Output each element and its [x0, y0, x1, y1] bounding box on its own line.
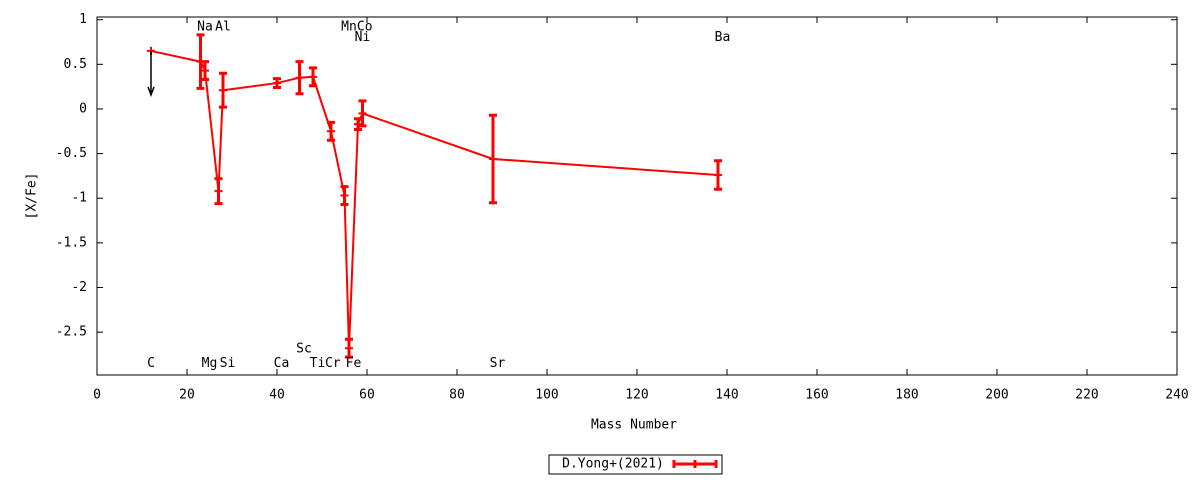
- x-tick-label: 200: [985, 388, 1008, 403]
- legend-swatch: [672, 460, 718, 468]
- point: [327, 127, 335, 136]
- element-label: Fe: [346, 356, 362, 371]
- element-label: Mn: [341, 19, 357, 34]
- element-label: Ni: [355, 30, 371, 45]
- point: [358, 109, 367, 118]
- x-tick-label: 220: [1075, 388, 1098, 403]
- x-tick-label: 160: [805, 388, 828, 403]
- element-label: Al: [215, 19, 231, 34]
- point: [214, 187, 223, 196]
- y-tick-label: -1.5: [56, 235, 87, 250]
- point: [489, 154, 497, 163]
- series-line: [150, 49, 719, 349]
- legend-box: [548, 454, 723, 475]
- x-tick-label: 180: [895, 388, 918, 403]
- point: [714, 171, 722, 180]
- element-label: Mg: [202, 356, 218, 371]
- x-tick-label: 20: [179, 388, 195, 403]
- x-tick-label: 40: [269, 388, 285, 403]
- element-label: Co: [357, 19, 373, 34]
- point: [219, 86, 227, 95]
- x-tick-label: 0: [93, 388, 101, 403]
- x-axis-label: Mass Number: [591, 418, 677, 433]
- x-tick-label: 120: [625, 388, 648, 403]
- plot-frame: [96, 16, 1178, 376]
- element-label: C: [147, 356, 155, 371]
- element-label: Ca: [274, 356, 290, 371]
- x-tick-label: 60: [359, 388, 375, 403]
- element-label: Ba: [715, 30, 731, 45]
- element-label: Sc: [296, 342, 312, 357]
- y-tick-label: -2.5: [56, 325, 87, 340]
- element-label: Cr: [325, 356, 341, 371]
- point: [201, 66, 209, 75]
- x-tick-label: 140: [715, 388, 738, 403]
- element-label: Ti: [310, 356, 326, 371]
- point: [295, 73, 304, 82]
- y-tick-label: -2: [71, 280, 87, 295]
- element-label: Sr: [490, 356, 506, 371]
- upper-limit-arrow: [147, 50, 155, 98]
- y-axis-label: [X/Fe]: [25, 173, 40, 220]
- y-tick-label: 0: [79, 101, 87, 116]
- point: [340, 191, 349, 200]
- point: [345, 344, 353, 353]
- x-tick-label: 100: [535, 388, 558, 403]
- legend-label: D.Yong+(2021): [562, 457, 664, 472]
- x-tick-label: 240: [1165, 388, 1188, 403]
- x-tick-label: 80: [449, 388, 465, 403]
- y-tick-label: -0.5: [56, 146, 87, 161]
- point: [309, 72, 317, 81]
- element-label: Si: [220, 356, 236, 371]
- point: [354, 120, 362, 129]
- y-tick-label: 0.5: [64, 57, 87, 72]
- element-label: Na: [197, 19, 213, 34]
- y-tick-label: -1: [71, 191, 87, 206]
- point: [273, 79, 281, 88]
- y-tick-label: 1: [79, 12, 87, 27]
